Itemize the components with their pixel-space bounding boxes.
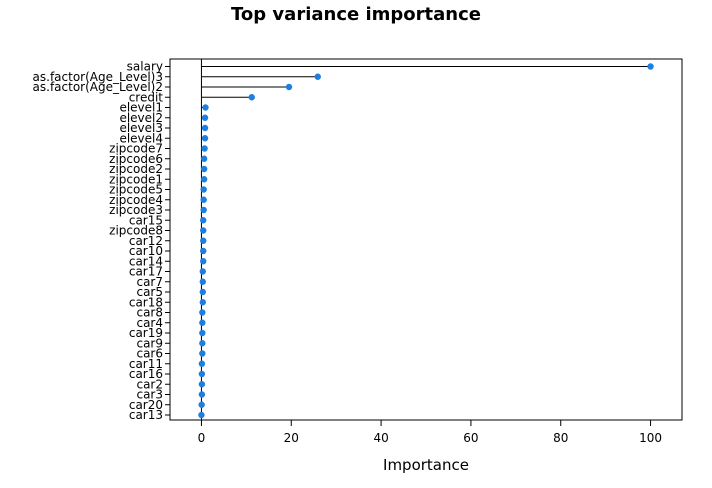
point-as.factor(Age_Level)2 bbox=[285, 83, 293, 91]
point-zipcode6 bbox=[200, 155, 208, 162]
y-label-car17: car17 bbox=[129, 265, 163, 279]
x-tick-label-80: 80 bbox=[553, 431, 568, 445]
point-car11 bbox=[198, 360, 206, 367]
y-label-car5: car5 bbox=[136, 285, 163, 299]
point-car9 bbox=[199, 340, 206, 347]
y-label-zipcode6: zipcode6 bbox=[109, 152, 163, 166]
point-car10 bbox=[200, 247, 207, 255]
y-label-car20: car20 bbox=[129, 398, 163, 412]
y-label-zipcode4: zipcode4 bbox=[109, 193, 163, 207]
y-label-car11: car11 bbox=[129, 357, 163, 371]
point-elevel3 bbox=[201, 124, 209, 132]
y-label-elevel3: elevel3 bbox=[119, 121, 163, 135]
point-car4 bbox=[199, 319, 206, 326]
point-car2 bbox=[198, 381, 206, 388]
point-credit bbox=[248, 94, 255, 101]
point-zipcode8 bbox=[200, 227, 207, 234]
x-tick-label-20: 20 bbox=[284, 431, 299, 445]
point-car19 bbox=[199, 329, 206, 337]
y-label-elevel1: elevel1 bbox=[119, 101, 163, 115]
y-label-zipcode2: zipcode2 bbox=[109, 162, 163, 176]
y-label-car12: car12 bbox=[129, 234, 163, 248]
point-zipcode3 bbox=[200, 206, 207, 214]
y-label-car10: car10 bbox=[129, 244, 163, 258]
y-label-elevel2: elevel2 bbox=[119, 111, 163, 125]
plot-frame bbox=[169, 58, 683, 421]
point-car3 bbox=[198, 391, 206, 398]
point-zipcode7 bbox=[201, 145, 208, 152]
y-label-salary: salary bbox=[127, 60, 163, 74]
y-label-car13: car13 bbox=[129, 408, 163, 422]
point-car18 bbox=[199, 299, 206, 306]
point-car15 bbox=[200, 217, 207, 224]
point-car7 bbox=[199, 278, 206, 285]
y-label-zipcode1: zipcode1 bbox=[109, 172, 163, 186]
point-car6 bbox=[199, 350, 206, 357]
y-label-credit: credit bbox=[129, 90, 164, 104]
x-axis-label: Importance bbox=[383, 456, 469, 474]
x-tick-label-60: 60 bbox=[463, 431, 478, 445]
point-elevel4 bbox=[201, 135, 209, 142]
y-label-as.factor(Age_Level)2: as.factor(Age_Level)2 bbox=[33, 80, 163, 94]
point-car12 bbox=[200, 237, 207, 244]
y-label-car15: car15 bbox=[129, 213, 163, 227]
point-car20 bbox=[198, 401, 205, 408]
point-salary bbox=[647, 63, 654, 70]
point-car17 bbox=[199, 268, 206, 275]
y-label-car16: car16 bbox=[129, 367, 163, 381]
point-car8 bbox=[199, 309, 206, 316]
y-label-car4: car4 bbox=[136, 316, 163, 330]
y-label-car14: car14 bbox=[129, 254, 163, 268]
y-label-zipcode8: zipcode8 bbox=[109, 224, 163, 238]
point-zipcode5 bbox=[200, 186, 207, 193]
y-label-zipcode5: zipcode5 bbox=[109, 183, 163, 197]
y-label-car8: car8 bbox=[136, 306, 163, 320]
y-label-car18: car18 bbox=[129, 295, 163, 309]
point-car13 bbox=[198, 411, 205, 419]
y-label-as.factor(Age_Level)3: as.factor(Age_Level)3 bbox=[33, 70, 163, 84]
point-car14 bbox=[200, 258, 207, 265]
point-elevel1 bbox=[202, 104, 209, 111]
y-label-elevel4: elevel4 bbox=[119, 131, 163, 145]
chart-title: Top variance importance bbox=[231, 4, 481, 25]
y-label-car7: car7 bbox=[136, 275, 163, 289]
y-label-zipcode7: zipcode7 bbox=[109, 142, 163, 156]
point-zipcode2 bbox=[200, 165, 208, 173]
y-label-car6: car6 bbox=[136, 347, 163, 361]
x-tick-label-100: 100 bbox=[639, 431, 662, 445]
point-elevel2 bbox=[201, 114, 209, 121]
point-as.factor(Age_Level)3 bbox=[314, 73, 321, 80]
y-label-car19: car19 bbox=[129, 326, 163, 340]
y-label-zipcode3: zipcode3 bbox=[109, 203, 163, 217]
point-car16 bbox=[198, 370, 206, 378]
y-label-car2: car2 bbox=[136, 377, 163, 391]
y-label-car9: car9 bbox=[136, 336, 163, 350]
x-tick-label-40: 40 bbox=[373, 431, 388, 445]
point-zipcode1 bbox=[200, 176, 208, 183]
point-car5 bbox=[199, 288, 206, 296]
y-label-car3: car3 bbox=[136, 388, 163, 402]
x-tick-label-0: 0 bbox=[198, 431, 206, 445]
point-zipcode4 bbox=[200, 196, 207, 203]
